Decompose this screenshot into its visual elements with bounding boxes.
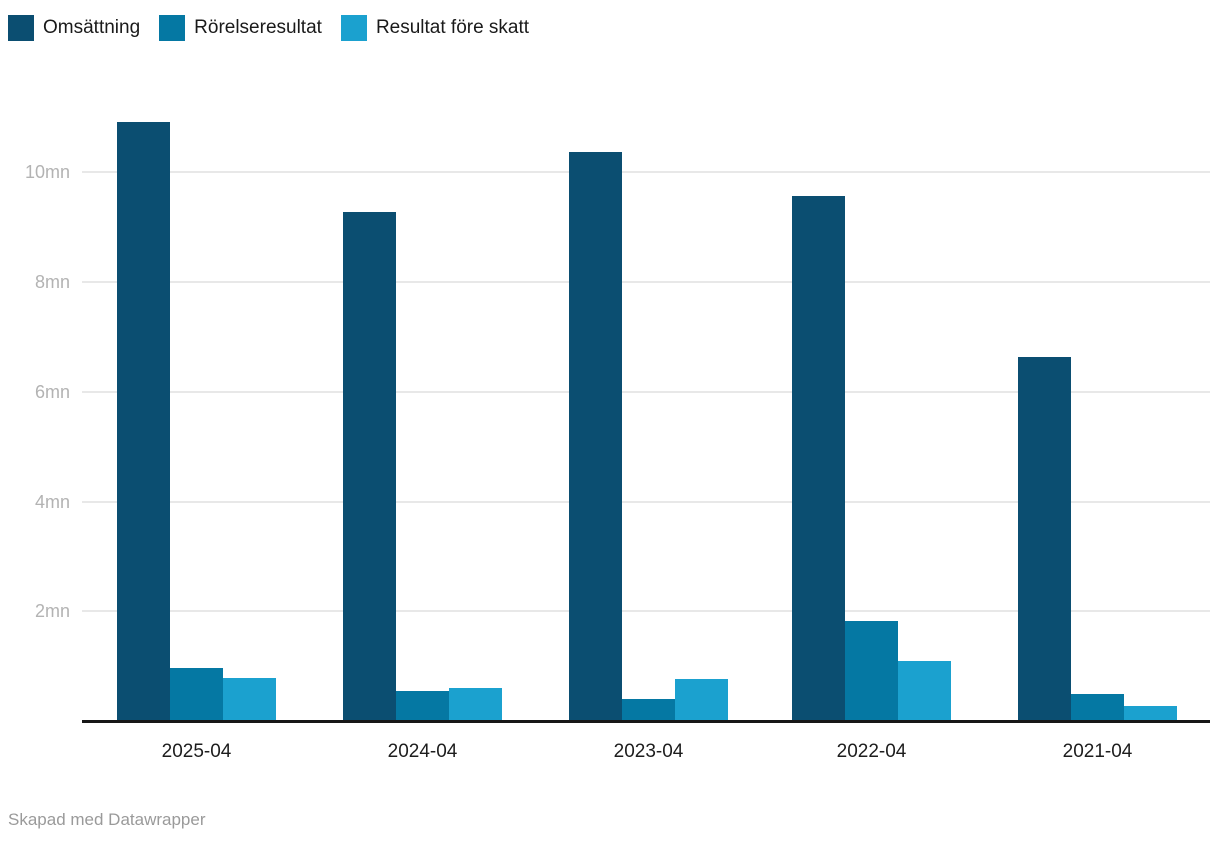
legend-swatch-omsattning <box>8 15 34 41</box>
x-axis-label: 2023-04 <box>613 741 684 762</box>
legend-item-omsattning: Omsättning <box>8 15 140 41</box>
x-axis-label: 2024-04 <box>387 741 458 762</box>
gridline <box>82 610 1210 612</box>
y-tick-label: 4mn <box>34 492 70 512</box>
legend-swatch-resultat-fore-skatt <box>340 15 367 41</box>
bar-resultat-fore-skatt-2022-04[interactable] <box>898 661 951 721</box>
y-tick-label: 10mn <box>24 162 70 182</box>
legend: Omsättning Rörelseresultat Resultat före… <box>8 15 529 41</box>
gridline <box>82 281 1210 283</box>
bar-omsattning-2024-04[interactable] <box>343 212 396 721</box>
bar-rorelseresultat-2024-04[interactable] <box>396 691 449 721</box>
bar-omsattning-2021-04[interactable] <box>1018 357 1071 721</box>
x-axis-label: 2025-04 <box>161 741 232 762</box>
gridline <box>82 171 1210 173</box>
bar-resultat-fore-skatt-2025-04[interactable] <box>223 678 276 721</box>
bar-rorelseresultat-2021-04[interactable] <box>1071 694 1124 721</box>
x-axis-label: 2022-04 <box>836 741 907 762</box>
gridline <box>82 501 1210 503</box>
legend-item-rorelseresultat: Rörelseresultat <box>159 15 322 41</box>
legend-item-resultat-fore-skatt: Resultat före skatt <box>340 15 530 41</box>
datawrapper-credit-link[interactable]: Skapad med Datawrapper <box>8 810 206 829</box>
bar-omsattning-2022-04[interactable] <box>792 196 845 721</box>
bar-resultat-fore-skatt-2021-04[interactable] <box>1124 706 1177 721</box>
legend-swatch-rorelseresultat <box>159 15 186 41</box>
x-axis-line <box>82 720 1210 723</box>
legend-label: Omsättning <box>43 17 141 38</box>
bar-rorelseresultat-2025-04[interactable] <box>170 668 223 721</box>
bar-omsattning-2023-04[interactable] <box>569 152 622 721</box>
legend-label: Rörelseresultat <box>194 17 322 38</box>
legend-label: Resultat före skatt <box>375 17 530 38</box>
gridline <box>82 391 1210 393</box>
bar-omsattning-2025-04[interactable] <box>117 122 170 721</box>
bar-rorelseresultat-2023-04[interactable] <box>622 699 675 721</box>
bar-resultat-fore-skatt-2024-04[interactable] <box>449 688 502 721</box>
y-tick-label: 6mn <box>34 382 70 402</box>
bar-rorelseresultat-2022-04[interactable] <box>845 621 898 721</box>
bar-resultat-fore-skatt-2023-04[interactable] <box>675 679 728 721</box>
y-tick-label: 8mn <box>34 272 70 292</box>
x-axis-label: 2021-04 <box>1062 741 1133 762</box>
y-tick-label: 2mn <box>34 601 70 621</box>
